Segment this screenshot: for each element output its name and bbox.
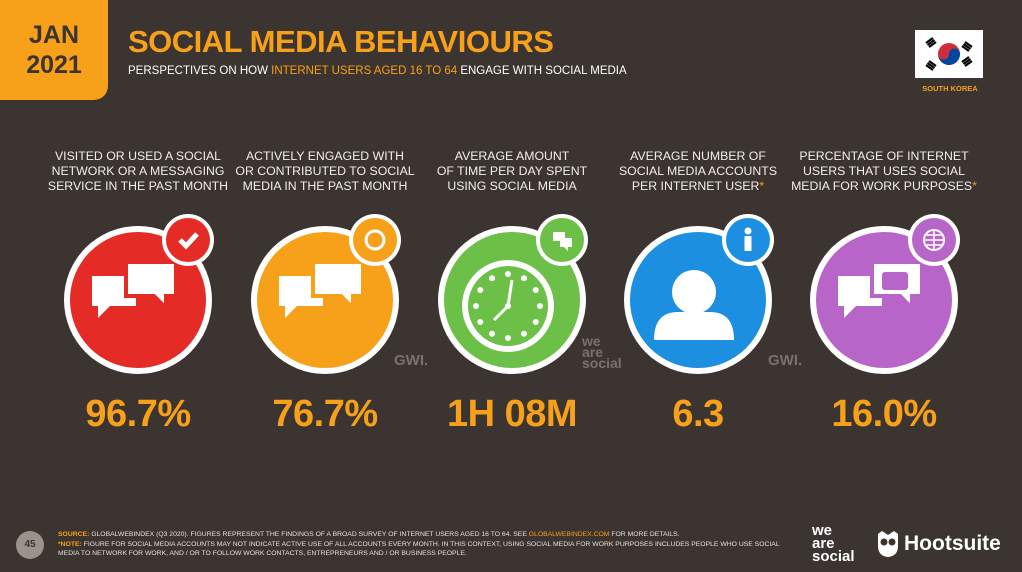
stat-icon: [806, 210, 966, 380]
note: *NOTE: FIGURE FOR SOCIAL MEDIA ACCOUNTS …: [58, 540, 798, 559]
date-badge: JAN 2021: [0, 0, 108, 100]
brand-hootsuite: Hootsuite: [904, 532, 1001, 555]
label-line: SERVICE IN THE PAST MONTH: [47, 179, 229, 193]
flag: [915, 30, 983, 78]
label-line: ACTIVELY ENGAGED WITH: [245, 149, 405, 163]
stat-label: VISITED OR USED A SOCIAL NETWORK OR A MES…: [43, 149, 233, 194]
label-line: NETWORK OR A MESSAGING: [51, 164, 225, 178]
icon: [624, 214, 774, 374]
watermark: GWI.: [394, 352, 429, 369]
country: SOUTH KOREA: [922, 84, 978, 93]
line: are: [582, 344, 604, 360]
source-text: FOR MORE DETAILS.: [611, 531, 680, 538]
source-label: SOURCE:: [58, 531, 90, 538]
label-line: USING SOCIAL MEDIA: [447, 179, 577, 193]
stat-icon: [60, 210, 220, 380]
icon: [64, 214, 214, 374]
label-line: PERCENTAGE OF INTERNET: [799, 149, 969, 163]
line: are: [812, 535, 835, 552]
stat-label: PERCENTAGE OF INTERNET USERS THAT USES SO…: [789, 149, 979, 194]
subtitle-text: PERSPECTIVES ON HOW: [128, 65, 268, 77]
title: SOCIAL MEDIA BEHAVIOURS: [128, 24, 554, 59]
stat-icon: [434, 210, 594, 380]
brand-we-are-social: we are social: [812, 522, 855, 565]
note-text: FIGURE FOR SOCIAL MEDIA ACCOUNTS MAY NOT…: [58, 540, 780, 558]
stat-value: 1H 08M: [446, 393, 578, 435]
subtitle: PERSPECTIVES ON HOW INTERNET USERS AGED …: [128, 65, 627, 77]
icon: [438, 214, 588, 374]
label-line: OF TIME PER DAY SPENT: [436, 164, 588, 178]
line: we: [582, 333, 601, 349]
stat-label: ACTIVELY ENGAGED WITH OR CONTRIBUTED TO S…: [230, 149, 420, 194]
stat-value: 6.3: [672, 393, 724, 435]
subtitle-highlight: INTERNET USERS AGED 16 TO 64: [271, 65, 458, 77]
source: SOURCE: GLOBALWEBINDEX (Q3 2020). FIGURE…: [58, 530, 798, 540]
stat-value: 96.7%: [85, 393, 191, 435]
line: social: [582, 355, 622, 371]
footnote: SOURCE: GLOBALWEBINDEX (Q3 2020). FIGURE…: [58, 530, 798, 559]
note-mark: *: [972, 179, 977, 193]
source-text: GLOBALWEBINDEX (Q3 2020). FIGURES REPRES…: [91, 531, 527, 538]
stat-label: AVERAGE AMOUNT OF TIME PER DAY SPENT USING…: [417, 149, 607, 194]
stat-value: 76.7%: [272, 393, 378, 435]
label-line: AVERAGE AMOUNT: [454, 149, 570, 163]
watermark: GWI.: [768, 352, 803, 369]
line: we: [812, 522, 833, 539]
icon: [251, 214, 401, 374]
year: 2021: [26, 51, 82, 79]
month: JAN: [28, 21, 79, 49]
page-number: 45: [16, 531, 44, 559]
label-line: AVERAGE NUMBER OF: [630, 149, 766, 163]
watermark: we are social: [582, 333, 622, 371]
stat-icon: [620, 210, 780, 380]
stat-icon: [247, 210, 407, 380]
line: social: [812, 548, 855, 565]
label-line: MEDIA FOR WORK PURPOSES*: [791, 179, 977, 193]
stat-value: 16.0%: [831, 393, 937, 435]
icon: [810, 214, 960, 374]
label-line: USERS THAT USES SOCIAL: [803, 164, 965, 178]
label-line: SOCIAL MEDIA ACCOUNTS: [618, 164, 778, 178]
label-line: MEDIA IN THE PAST MONTH: [242, 179, 408, 193]
note-label: *NOTE:: [58, 540, 82, 548]
note-mark: *: [759, 179, 765, 193]
label-line: PER INTERNET USER*: [631, 179, 765, 193]
label-line: OR CONTRIBUTED TO SOCIAL: [235, 164, 415, 178]
label-line: VISITED OR USED A SOCIAL: [54, 149, 222, 163]
hootsuite-logo: [878, 531, 898, 557]
source-link: GLOBALWEBINDEX.COM: [528, 531, 610, 538]
stat-label: AVERAGE NUMBER OF SOCIAL MEDIA ACCOUNTS PE…: [603, 149, 793, 194]
subtitle-text: ENGAGE WITH SOCIAL MEDIA: [460, 65, 627, 77]
